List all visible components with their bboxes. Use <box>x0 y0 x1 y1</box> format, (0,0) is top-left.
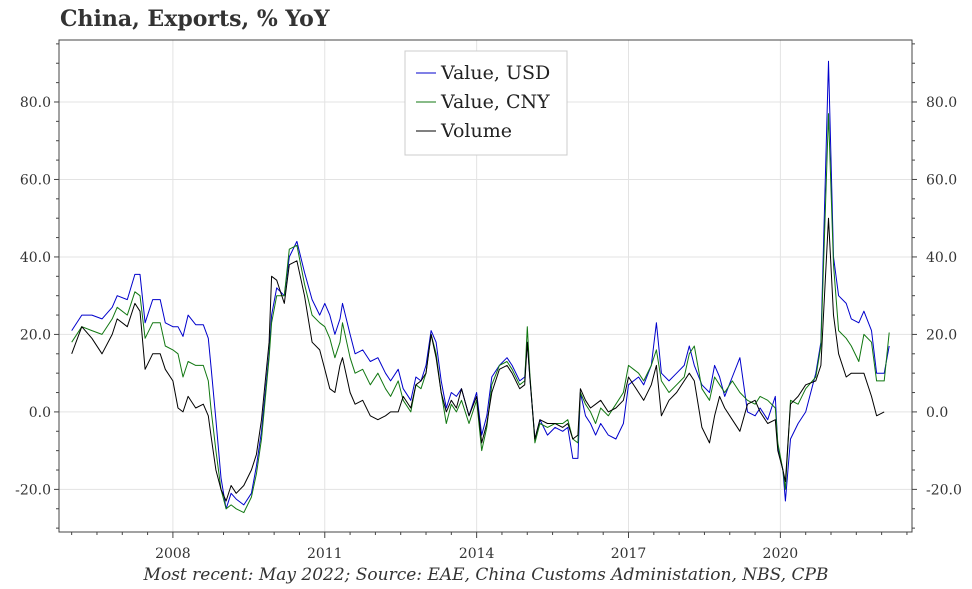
series-lines <box>71 60 890 514</box>
y-tick-label-left: 40.0 <box>20 250 51 266</box>
plot-frame <box>58 39 913 533</box>
chart-footer: Most recent: May 2022; Source: EAE, Chin… <box>143 565 829 585</box>
y-tick-label-right: 40.0 <box>926 250 957 266</box>
axes: -20.0 -20.0 0.0 0.0 20.0 20.0 40.0 40.0 60.0 60.0… <box>15 43 962 562</box>
y-tick-label-right: 80.0 <box>926 95 957 111</box>
series-line-value-usd <box>71 60 890 510</box>
x-tick-label: 2008 <box>155 546 191 562</box>
y-tick-label-left: 60.0 <box>20 172 51 188</box>
legend-label: Value, USD <box>440 62 550 84</box>
chart-title: China, Exports, % YoY <box>60 6 330 32</box>
legend-label: Value, CNY <box>440 91 550 113</box>
y-tick-label-left: 80.0 <box>20 95 51 111</box>
y-tick-label-left: 0.0 <box>29 405 51 421</box>
legend: Value, USD Value, CNY Volume <box>404 50 568 156</box>
x-tick-label: 2011 <box>307 546 343 562</box>
y-tick-label-left: 20.0 <box>20 327 51 343</box>
x-tick-label: 2014 <box>459 546 495 562</box>
y-tick-label-right: 60.0 <box>926 172 957 188</box>
y-tick-label-right: -20.0 <box>926 482 962 498</box>
y-tick-label-right: 0.0 <box>926 405 948 421</box>
series-line-volume <box>71 217 885 502</box>
legend-box <box>404 50 568 156</box>
y-tick-label-right: 20.0 <box>926 327 957 343</box>
legend-label: Volume <box>440 120 512 142</box>
series-line-value-cny <box>71 113 890 514</box>
x-tick-label: 2020 <box>763 546 799 562</box>
y-tick-label-left: -20.0 <box>15 482 51 498</box>
x-tick-label: 2017 <box>611 546 647 562</box>
